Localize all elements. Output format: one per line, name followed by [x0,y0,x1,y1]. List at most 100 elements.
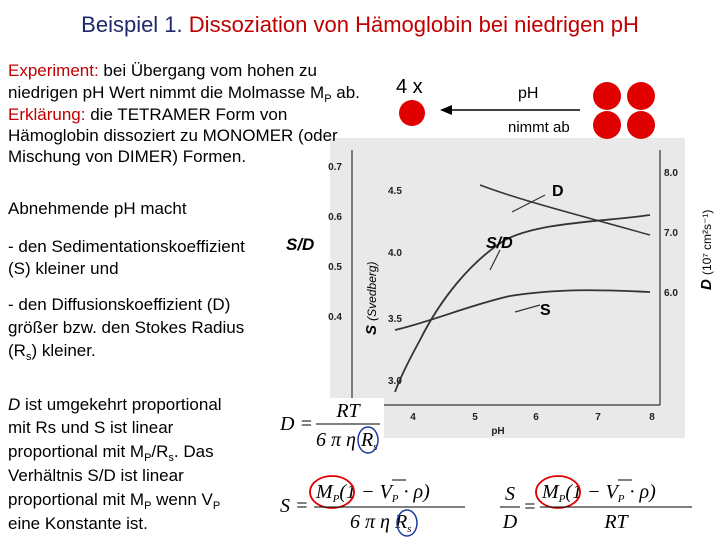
subscript: P [391,493,399,505]
text-line: größer bzw. den Stokes Radius [8,318,244,337]
text: wenn V [151,490,213,509]
denominator: 6 π η Rs [350,511,411,535]
effects: Abnehmende pH macht S/D - den Sedimentat… [8,199,314,363]
text-line: eine Konstante ist. [8,514,148,533]
subscript: P [324,93,331,105]
text-line: mit Rs und S ist linear [8,418,174,437]
subscript: s [168,452,174,464]
denominator-text: 6 π η [350,511,390,533]
text: ) kleiner. [31,341,95,360]
text: niedrigen pH Wert nimmt die Molmasse M [8,83,324,102]
tetramer-subunit [593,82,621,110]
subscript: s [373,441,377,453]
highlight [396,509,418,537]
subscript: P [144,500,151,512]
x-tick-label: 8 [649,412,655,423]
text-line: (Rs) kleiner. [8,341,96,363]
numerator: MP(1 − VP · ρ) [541,481,656,505]
x-tick-label: 7 [595,412,601,423]
decrease-label: nimmt ab [508,119,570,136]
text-line: Experiment: bei Übergang vom hohen zu [8,61,317,80]
text: /R [151,442,168,461]
rho: · ρ) [625,481,657,503]
curve [479,184,651,236]
radius: R [394,511,407,533]
x-tick-label: 5 [472,412,478,423]
numerator: RT [335,400,361,422]
subscript: P [558,493,566,505]
formula-lhs: D = [279,413,313,435]
ratio-formula: S D = MP(1 − VP · ρ) RT [500,475,692,533]
text-line: Mischung von DIMER) Formen. [8,147,246,166]
y-axis-label: S (Svedberg) [363,261,380,335]
subscript: P [617,493,625,505]
keyword: Experiment: [8,61,99,80]
y2-axis-symbol: D [698,279,715,290]
highlight [357,426,379,454]
pointer [511,194,546,213]
rho: · ρ) [399,481,431,503]
subscript: P [332,493,340,505]
ratio-label: S/D [286,235,314,254]
subscript: P [213,500,220,512]
slide-title: Beispiel 1. Dissoziation von Hämoglobin … [81,12,639,37]
denominator: RT [603,511,629,533]
curve [394,214,651,393]
experiment: Experiment: bei Übergang vom hohen zu ni… [8,61,360,166]
ratio-numerator: S [505,483,515,505]
curve-label: S [540,302,551,319]
mass: M [541,481,560,503]
ph-label: pH [518,85,538,102]
text: die TETRAMER Form von [85,105,287,124]
conclusion: D ist umgekehrt proportional mit Rs und … [8,395,222,533]
text-line: D ist umgekehrt proportional [8,395,222,414]
tetramer-subunit [627,82,655,110]
highlight [535,475,581,509]
s-tick-label: 3.5 [388,314,402,325]
mass: M [315,481,334,503]
subscript: s [26,351,32,363]
y-axis-symbol: S [363,325,380,335]
ratio-denominator: D [502,511,518,533]
text: proportional mit M [8,442,144,461]
monomer [399,100,425,126]
subscript: P [144,452,151,464]
formula-lhs: S = [280,495,309,517]
figure [351,150,661,406]
s-tick-label: 4.0 [388,248,402,259]
formula-background [276,398,384,452]
text: (R [8,341,26,360]
denominator: 6 π η Rs [316,429,377,453]
inner-tick-label: 0.5 [328,262,342,273]
text-line: niedrigen pH Wert nimmt die Molmasse MP … [8,83,360,105]
factor: (1 − [339,481,379,503]
text-line: Erklärung: die TETRAMER Form von [8,105,287,124]
text: ist umgekehrt proportional [20,395,221,414]
d-tick-label: 7.0 [664,228,678,239]
tetramer-subunit [593,111,621,139]
d-tick-label: 6.0 [664,288,678,299]
text-line: Hämoglobin dissoziert zu MONOMER (oder [8,126,338,145]
text-line: proportional mit MP wenn VP [8,490,220,512]
volume: V [606,481,621,503]
curve-label: S/D [486,235,513,252]
sedimentation-formula: S = MP(1 − VP · ρ) 6 π η Rs [280,475,465,537]
factor: (1 − [565,481,605,503]
title-label: Beispiel 1. [81,12,183,37]
curve [394,289,651,331]
text: proportional mit M [8,490,144,509]
text: ab. [332,83,360,102]
volume: V [380,481,395,503]
denominator-text: 6 π η [316,429,356,451]
x-tick-label: 6 [533,412,539,423]
text-line: Verhältnis S/D ist linear [8,466,184,485]
text: . Das [174,442,214,461]
inner-tick-label: 0.6 [328,212,342,223]
x-tick-label: 4 [410,412,416,423]
text-line: (S) kleiner und [8,259,119,278]
multiplier: 4 x [396,76,423,98]
title-text: Dissoziation von Hämoglobin bei niedrige… [189,12,639,37]
pointer [514,304,541,313]
numerator: MP(1 − VP · ρ) [315,481,430,505]
